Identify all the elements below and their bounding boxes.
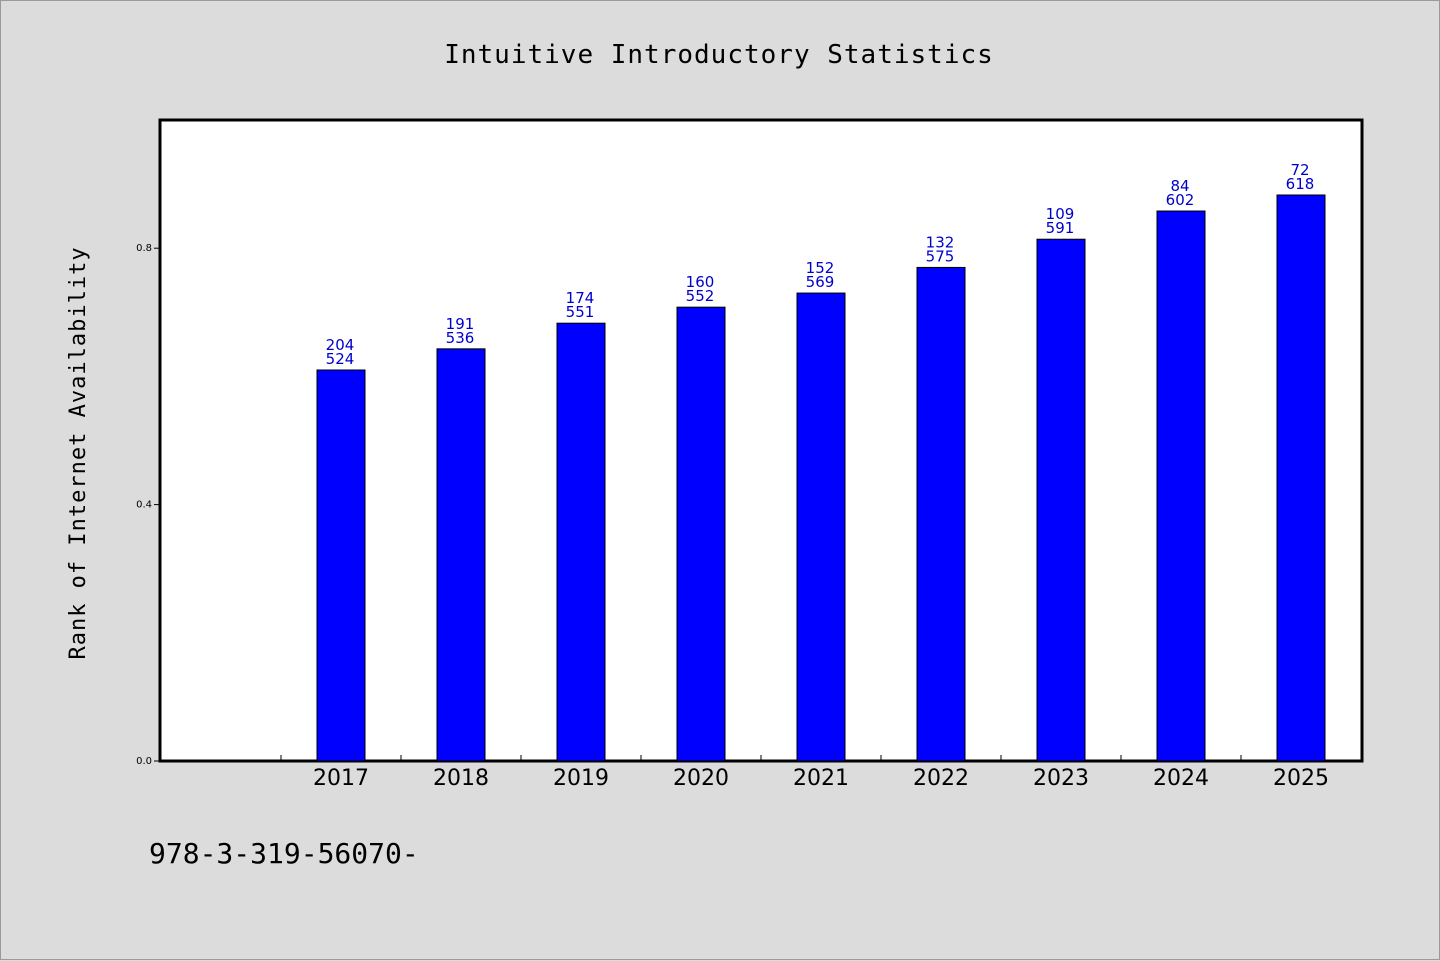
bar-2022 xyxy=(916,266,966,762)
data-label-top: 152 xyxy=(806,259,835,277)
y-tick-label: 0.0 xyxy=(136,756,152,767)
y-tick-label: 0.8 xyxy=(136,243,152,254)
data-label-bottom: 524 xyxy=(326,350,355,368)
data-label-bottom: 536 xyxy=(446,329,475,347)
bar-2017 xyxy=(316,369,366,762)
bar-2025 xyxy=(1276,194,1326,762)
data-label-top: 191 xyxy=(446,315,475,333)
y-axis: 0.0 0.4 0.8 xyxy=(136,243,160,767)
data-label-top: 84 xyxy=(1170,177,1189,195)
x-tick-label: 2024 xyxy=(1153,766,1209,791)
x-tick-label: 2018 xyxy=(433,766,489,791)
footer-text: 978-3-319-56070- xyxy=(149,837,419,870)
data-label-bottom: 602 xyxy=(1166,191,1195,209)
data-label-top: 174 xyxy=(566,289,595,307)
x-tick-label: 2017 xyxy=(313,766,369,791)
data-label-top: 160 xyxy=(686,273,715,291)
data-label-top: 109 xyxy=(1046,205,1075,223)
x-tick-label: 2025 xyxy=(1273,766,1329,791)
y-axis-label: Rank of Internet Availability xyxy=(66,246,91,659)
x-tick-label: 2021 xyxy=(793,766,849,791)
x-tick-label: 2022 xyxy=(913,766,969,791)
bar-2020 xyxy=(676,306,726,762)
data-label-bottom: 575 xyxy=(926,247,955,265)
x-axis: 2017 2018 2019 2020 2021 2022 2023 2024 2025 xyxy=(280,755,1362,791)
bars xyxy=(316,194,1326,762)
data-label-bottom: 552 xyxy=(686,287,715,305)
chart-title: Intuitive Introductory Statistics xyxy=(444,40,994,70)
bar-2024 xyxy=(1156,210,1206,762)
bar-2023 xyxy=(1036,238,1086,762)
data-label-top: 204 xyxy=(326,336,355,354)
y-tick-label: 0.4 xyxy=(136,500,152,511)
data-label-top: 132 xyxy=(926,233,955,251)
data-label-bottom: 591 xyxy=(1046,219,1075,237)
x-tick-label: 2019 xyxy=(553,766,609,791)
data-label-bottom: 618 xyxy=(1286,175,1315,193)
bar-2018 xyxy=(436,348,486,762)
x-tick-label: 2023 xyxy=(1033,766,1089,791)
bar-2019 xyxy=(556,322,606,762)
bar-2021 xyxy=(796,292,846,762)
x-tick-label: 2020 xyxy=(673,766,729,791)
data-label-top: 72 xyxy=(1290,161,1309,179)
data-label-bottom: 569 xyxy=(806,273,835,291)
data-label-bottom: 551 xyxy=(566,303,595,321)
